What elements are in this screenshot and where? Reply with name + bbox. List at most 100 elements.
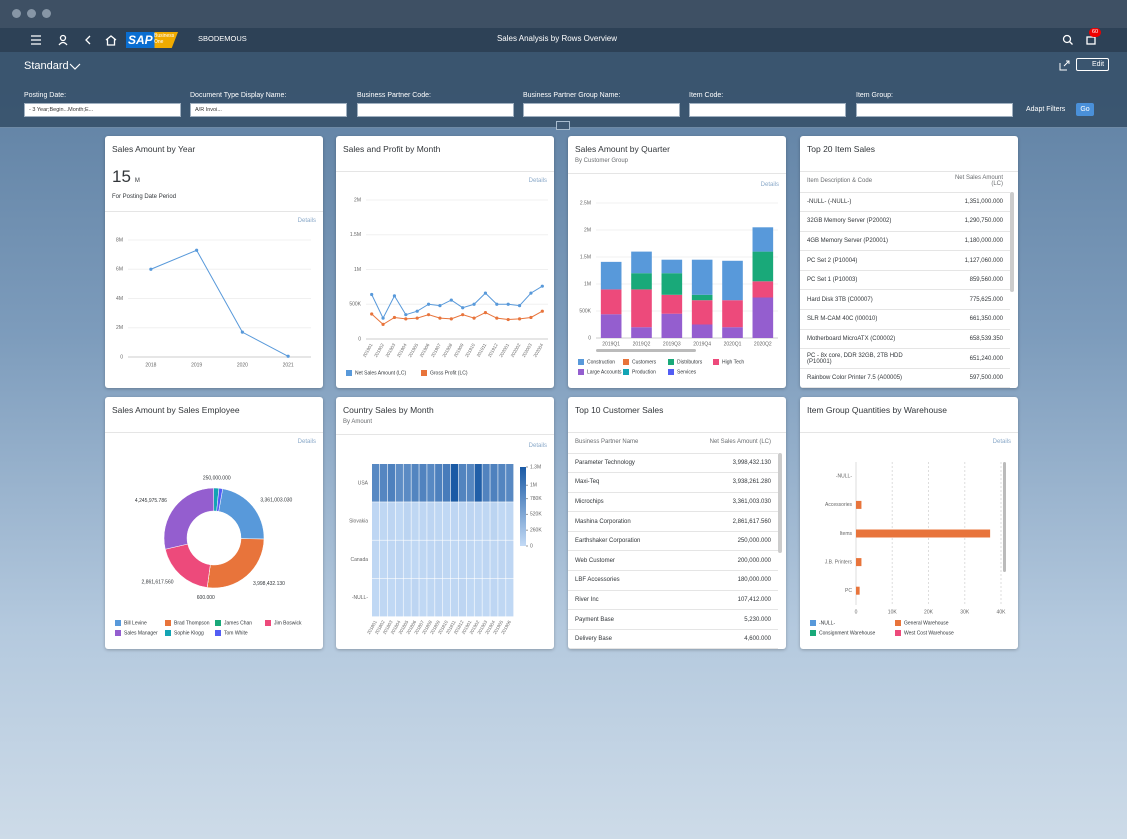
legend-label: Bill Levine (124, 620, 147, 626)
legend-swatch (895, 620, 901, 626)
row: 4GB Memory Server (P20001) 1,180,000.000 (800, 231, 1010, 252)
bar (856, 586, 860, 595)
bar (856, 500, 862, 509)
cell (506, 578, 514, 617)
filter-input[interactable]: - 3 Year;Begin...Month;E... (24, 103, 181, 117)
edit-button[interactable]: Edit (1076, 58, 1109, 71)
details-link[interactable]: Details (297, 218, 316, 224)
cell: 5,230.000 (675, 609, 778, 630)
legend-swatch (713, 359, 719, 365)
cell: PC Set 2 (P10004) (800, 250, 935, 271)
cell: 1,127,060.000 (934, 250, 1010, 271)
point (529, 315, 533, 320)
go-button[interactable]: Go (1076, 103, 1094, 116)
filter-label: Item Group: (856, 92, 893, 99)
card: 0 10K 20K 30K 40K -NULL- Accessories Items J.B. … (800, 397, 1018, 649)
cell: Rainbow Color Printer 7.5 (A00005) (800, 368, 935, 388)
details-link[interactable]: Details (528, 178, 547, 184)
filter-input[interactable]: A/R Invoi... (190, 103, 347, 117)
details-link[interactable]: Details (992, 439, 1011, 445)
cell (450, 502, 459, 540)
shell-icons[interactable] (28, 33, 128, 47)
details-link[interactable]: Details (297, 439, 316, 445)
row: Hard Disk 3TB (C00007) 775,625.000 (800, 289, 1010, 311)
x-tick-label: 2020 (237, 362, 248, 368)
card-title[interactable]: Top 10 Customer Sales (575, 405, 664, 415)
cell: Motherboard MicroATX (C00002) (800, 329, 935, 350)
details-link[interactable]: Details (528, 443, 547, 449)
bar-segment (600, 289, 622, 315)
bar-segment (661, 294, 683, 314)
cell (387, 502, 396, 540)
row-label: -NULL- (352, 595, 368, 601)
bar-segment (631, 251, 652, 274)
variant[interactable]: Standard (24, 60, 69, 72)
filter-input[interactable] (523, 103, 680, 117)
legend-swatch (265, 620, 271, 626)
card-title[interactable]: Sales Amount by Year (112, 144, 196, 154)
card-title[interactable]: Sales and Profit by Month (343, 144, 441, 154)
x-tick-label: 30K (960, 609, 970, 615)
cell (403, 540, 411, 579)
card-title[interactable]: Item Group Quantities by Warehouse (807, 405, 948, 415)
point (392, 315, 397, 320)
cell (474, 502, 482, 540)
collapse[interactable] (556, 121, 570, 130)
cell (466, 540, 474, 579)
filter-input[interactable] (357, 103, 514, 117)
card-title[interactable]: Sales Amount by Sales Employee (112, 405, 240, 415)
logo-brand: SAP (128, 33, 153, 47)
logo: SAP Business One (126, 32, 178, 48)
separator (105, 432, 323, 433)
row: -NULL- (-NULL-) 1,351,000.000 (800, 192, 1010, 213)
adapt-filters[interactable]: Adapt Filters (1026, 106, 1066, 113)
legend-swatch (623, 369, 629, 375)
cell: PC Set 1 (P10003) (800, 270, 935, 291)
row: PC - 8x core, DDR 32GB, 2TB HDD (P10001)… (800, 348, 1010, 369)
cell (482, 502, 490, 540)
point (495, 316, 499, 320)
company: SBODEMOUS (198, 34, 247, 43)
card-title[interactable]: Sales Amount by Quarter (575, 144, 670, 154)
filter-input[interactable] (856, 103, 1013, 117)
scale-label: 1M (530, 483, 537, 489)
point (540, 284, 544, 288)
cell: Delivery Base (568, 629, 676, 649)
bar-segment (722, 327, 743, 338)
row: Maxi-Teq 3,938,261.280 (568, 472, 778, 493)
chart: 0 10K 20K 30K 40K -NULL- Accessories Items J.B. … (810, 462, 1006, 636)
bar-segment (691, 324, 713, 338)
shell-actions[interactable] (1060, 32, 1100, 48)
point (540, 309, 544, 313)
point (472, 302, 476, 306)
card-title[interactable]: Top 20 Item Sales (807, 144, 876, 154)
cell: 2,861,617.560 (675, 511, 778, 532)
cell: 775,625.000 (934, 289, 1010, 311)
card-title[interactable]: Country Sales by Month (343, 405, 434, 415)
y-tick-label: 6M (116, 267, 123, 273)
details-link[interactable]: Details (760, 182, 779, 188)
cell (466, 502, 474, 540)
cell (411, 464, 419, 502)
row: Motherboard MicroATX (C00002) 658,539.350 (800, 329, 1010, 350)
legend-label: Customers (632, 359, 657, 365)
legend-label: Consignment Warehouse (819, 630, 875, 636)
slice (163, 487, 215, 550)
point (195, 248, 199, 252)
legend-label: James Chan (224, 620, 252, 626)
bar-segment (631, 273, 652, 290)
cell (395, 502, 403, 540)
cell (458, 578, 467, 617)
bar-segment (661, 273, 683, 295)
separator (336, 171, 554, 172)
scale-label: 260K (530, 528, 542, 534)
legend-swatch (578, 369, 584, 375)
line (371, 310, 543, 326)
x-tick-label: 20K (924, 609, 934, 615)
logo-product: Business One (154, 33, 175, 45)
cell (403, 464, 411, 502)
point (392, 294, 397, 298)
cell (372, 540, 380, 579)
legend-swatch (623, 359, 629, 365)
filter-input[interactable] (689, 103, 846, 117)
